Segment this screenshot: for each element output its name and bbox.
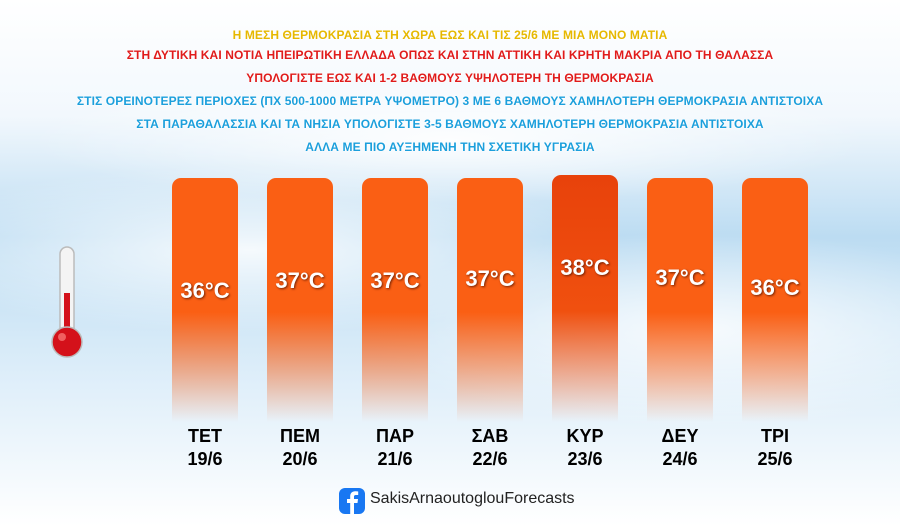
day-label: ΣΑΒ [471,426,509,446]
temperature-label: 36°C [750,275,800,300]
date-label: 20/6 [282,449,318,469]
header-line: ΥΠΟΛΟΓΙΣΤΕ ΕΩΣ ΚΑΙ 1-2 ΒΑΘΜΟΥΣ ΥΨΗΛΟΤΕΡΗ… [246,71,654,85]
date-label: 23/6 [567,449,603,469]
temperature-bar [647,178,713,422]
temperature-bar [362,178,428,422]
date-label: 25/6 [757,449,793,469]
date-label: 22/6 [472,449,508,469]
temperature-label: 38°C [560,255,610,280]
day-label: ΠΕΜ [280,426,320,446]
date-label: 19/6 [187,449,223,469]
header-line: ΣΤΗ ΔΥΤΙΚΗ ΚΑΙ ΝΟΤΙΑ ΗΠΕΙΡΩΤΙΚΗ ΕΛΛΑΔΑ Ο… [126,48,774,62]
day-label: ΤΡΙ [760,426,789,446]
temperature-bar [267,178,333,422]
header-line: Η ΜΕΣΗ ΘΕΡΜΟΚΡΑΣΙΑ ΣΤΗ ΧΩΡΑ ΕΩΣ ΚΑΙ ΤΙΣ … [232,28,668,42]
day-label: ΚΥΡ [566,426,604,446]
temperature-bar [552,175,618,422]
temperature-bar [457,178,523,422]
facebook-icon [339,488,365,514]
temperature-label: 37°C [465,266,515,291]
day-label: ΠΑΡ [375,426,414,446]
temperature-label: 37°C [655,265,705,290]
day-label: ΤΕΤ [188,426,222,446]
day-label: ΔΕΥ [661,426,699,446]
header-line: ΣΤΙΣ ΟΡΕΙΝΟΤΕΡΕΣ ΠΕΡΙΟΧΕΣ (ΠΧ 500-1000 Μ… [76,94,824,108]
temperature-label: 37°C [275,268,325,293]
temperature-bar [742,178,808,422]
temperature-label: 36°C [180,278,230,303]
date-label: 21/6 [377,449,413,469]
footer-page: SakisArnaoutoglouForecasts [370,490,575,507]
date-label: 24/6 [662,449,698,469]
temperature-bar [172,178,238,422]
header-line: ΑΛΛΑ ΜΕ ΠΙΟ ΑΥΞΗΜΕΝΗ ΤΗΝ ΣΧΕΤΙΚΗ ΥΓΡΑΣΙΑ [305,140,595,154]
temperature-label: 37°C [370,268,420,293]
header-line: ΣΤΑ ΠΑΡΑΘΑΛΑΣΣΙΑ ΚΑΙ ΤΑ ΝΗΣΙΑ ΥΠΟΛΟΓΙΣΤΕ… [136,117,764,131]
thermometer-icon [51,246,83,358]
